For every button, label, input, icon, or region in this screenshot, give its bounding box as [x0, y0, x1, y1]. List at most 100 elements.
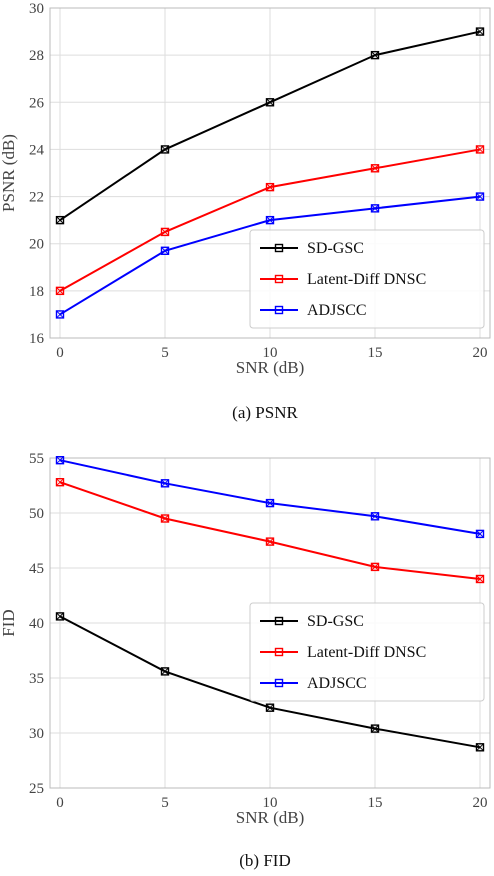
y-tick-label: 20 — [29, 237, 44, 253]
data-point — [55, 215, 65, 225]
data-point — [370, 562, 380, 572]
data-point-mark — [476, 192, 484, 201]
y-tick-label: 18 — [29, 284, 44, 300]
legend-label: Latent-Diff DNSC — [307, 271, 426, 288]
legend-marker — [274, 616, 284, 626]
data-point-mark — [266, 499, 274, 507]
data-point-mark — [371, 563, 379, 571]
x-tick-label: 15 — [368, 345, 383, 361]
data-point-mark — [371, 512, 379, 521]
data-point — [160, 145, 170, 154]
y-tick-label: 30 — [29, 1, 44, 17]
data-point — [370, 50, 380, 60]
legend-marker — [274, 647, 284, 657]
data-point — [475, 574, 485, 584]
data-point-mark — [56, 456, 64, 465]
data-point — [160, 227, 170, 237]
x-tick-label: 20 — [473, 345, 488, 361]
data-point — [370, 512, 380, 521]
y-tick-label: 45 — [29, 561, 44, 577]
data-point-mark — [161, 246, 169, 255]
y-tick-label: 40 — [29, 616, 44, 632]
data-point-mark — [161, 479, 169, 488]
data-point — [370, 204, 380, 213]
data-point-mark — [371, 51, 379, 59]
legend-box — [249, 229, 485, 329]
legend-label: SD-GSC — [307, 613, 364, 630]
data-point-mark — [56, 287, 64, 295]
legend-marker — [274, 305, 284, 315]
data-point — [160, 514, 170, 523]
data-point-mark — [266, 703, 274, 712]
fid-chart: 0 5 10 15 20 25 30 35 40 45 50 55 SNR (dB) FID SD-GSC L… — [0, 451, 491, 870]
data-point — [475, 27, 485, 36]
data-point — [160, 667, 170, 676]
data-point — [160, 246, 170, 255]
data-point-mark — [161, 514, 169, 523]
plot-frame — [49, 7, 491, 339]
x-tick-label: 5 — [161, 795, 169, 811]
chart-caption: (a) PSNR — [232, 403, 298, 422]
y-tick-label: 16 — [29, 331, 45, 347]
data-point-mark — [371, 204, 379, 213]
y-tick-label: 28 — [29, 48, 44, 64]
x-tick-label: 0 — [56, 345, 64, 361]
data-point-mark — [266, 183, 274, 191]
data-point — [265, 498, 275, 508]
data-point-mark — [476, 27, 484, 36]
data-point-mark — [161, 667, 169, 676]
x-tick-label: 5 — [161, 345, 169, 361]
data-point-mark — [56, 612, 64, 621]
data-point — [475, 529, 485, 539]
data-point — [55, 286, 65, 296]
data-point-mark — [371, 724, 379, 733]
data-point — [55, 612, 65, 621]
legend-box — [249, 602, 485, 702]
data-point — [265, 98, 275, 107]
y-tick-label: 22 — [29, 190, 44, 206]
legend-label: ADJSCC — [307, 302, 367, 319]
y-tick-label: 24 — [29, 142, 45, 158]
data-point — [55, 310, 65, 319]
data-point-mark — [266, 216, 274, 224]
data-point-mark — [161, 228, 169, 236]
data-point-mark — [476, 575, 484, 583]
data-point — [475, 743, 485, 752]
chart-caption: (b) FID — [239, 851, 290, 870]
data-point-mark — [56, 310, 64, 319]
data-point-mark — [266, 98, 274, 107]
data-point — [265, 182, 275, 192]
data-point-mark — [476, 145, 484, 154]
data-point-mark — [161, 145, 169, 154]
x-tick-label: 20 — [473, 795, 488, 811]
data-point-mark — [371, 164, 379, 173]
legend-marker — [274, 243, 284, 253]
data-point — [370, 724, 380, 733]
y-axis-label: PSNR (dB) — [0, 134, 18, 212]
data-point — [265, 215, 275, 225]
x-axis-label: SNR (dB) — [236, 808, 304, 827]
legend-label: SD-GSC — [307, 240, 364, 257]
y-tick-label: 25 — [29, 781, 44, 797]
y-tick-label: 35 — [29, 671, 44, 687]
data-point-mark — [56, 216, 64, 224]
legend-marker — [274, 274, 284, 284]
y-tick-label: 30 — [29, 726, 44, 742]
data-point — [370, 164, 380, 173]
data-point-mark — [56, 478, 64, 487]
x-tick-label: 10 — [263, 795, 278, 811]
legend-label: ADJSCC — [307, 675, 367, 692]
data-point — [265, 703, 275, 712]
data-point — [160, 479, 170, 488]
data-point-mark — [266, 537, 274, 546]
data-point — [475, 145, 485, 154]
x-tick-label: 0 — [56, 795, 64, 811]
data-point-mark — [476, 530, 484, 538]
x-tick-label: 10 — [263, 345, 278, 361]
legend-marker — [274, 678, 284, 688]
y-tick-label: 26 — [29, 95, 45, 111]
data-point — [55, 456, 65, 465]
x-tick-label: 15 — [368, 795, 383, 811]
data-point — [55, 478, 65, 487]
